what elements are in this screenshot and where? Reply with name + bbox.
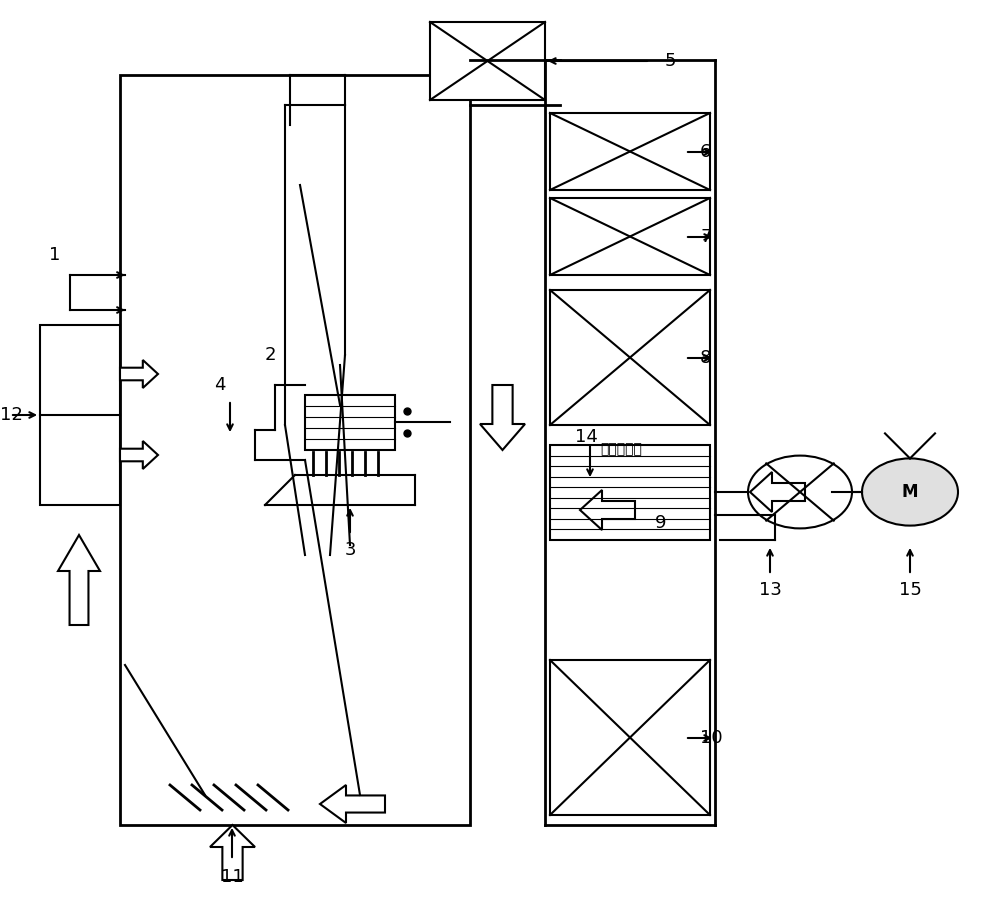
Bar [305,395,395,450]
Text: 11: 11 [221,868,243,886]
Polygon shape [120,441,158,469]
Polygon shape [120,360,158,388]
Text: M: M [902,483,918,501]
Bar [120,75,470,825]
Text: 再循环烟气: 再循环烟气 [600,442,642,456]
Bar [550,113,710,190]
Polygon shape [320,785,385,823]
Polygon shape [750,472,805,512]
Polygon shape [210,825,255,880]
Text: 9: 9 [655,514,666,532]
Text: 10: 10 [700,729,723,747]
Polygon shape [58,535,100,625]
Bar [550,198,710,275]
Text: 14: 14 [575,428,598,446]
Ellipse shape [748,455,852,529]
Bar [40,325,120,505]
Text: 13: 13 [759,581,781,599]
Polygon shape [480,385,525,450]
Bar [430,22,545,100]
Text: 4: 4 [214,376,226,394]
Text: 12: 12 [0,406,23,424]
Ellipse shape [862,459,958,526]
Bar [550,445,710,540]
Text: 3: 3 [344,541,356,559]
Text: 8: 8 [700,349,711,367]
Text: 2: 2 [264,346,276,364]
Text: 1: 1 [49,246,61,264]
Text: 7: 7 [700,228,712,246]
Text: 5: 5 [665,52,676,70]
Bar [550,660,710,815]
Bar [550,290,710,425]
Text: 6: 6 [700,143,711,161]
Text: 15: 15 [899,581,921,599]
Polygon shape [580,490,635,530]
